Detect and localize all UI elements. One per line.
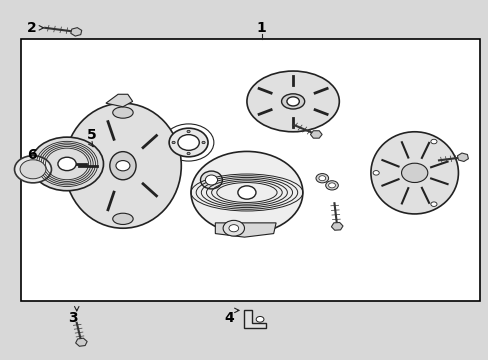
Circle shape (430, 139, 436, 144)
Bar (21, 39, 479, 301)
Circle shape (315, 174, 328, 183)
Circle shape (372, 171, 379, 175)
Circle shape (401, 163, 427, 183)
Circle shape (186, 130, 190, 132)
Circle shape (318, 176, 325, 181)
Circle shape (191, 152, 302, 234)
Text: 5: 5 (86, 129, 96, 142)
Circle shape (286, 97, 299, 106)
Polygon shape (244, 310, 266, 328)
Circle shape (172, 141, 175, 144)
Polygon shape (215, 223, 276, 237)
Circle shape (430, 202, 436, 206)
Ellipse shape (205, 175, 217, 185)
Text: 3: 3 (68, 311, 78, 324)
Circle shape (15, 156, 51, 183)
Ellipse shape (370, 132, 458, 214)
Polygon shape (310, 131, 322, 138)
Circle shape (116, 161, 130, 171)
Text: 6: 6 (27, 148, 36, 162)
Text: 1: 1 (256, 21, 266, 35)
Ellipse shape (246, 71, 339, 132)
Ellipse shape (113, 213, 133, 225)
Text: 2: 2 (27, 21, 36, 35)
Ellipse shape (281, 94, 304, 109)
Polygon shape (456, 153, 468, 162)
Ellipse shape (113, 107, 133, 118)
Ellipse shape (200, 171, 222, 189)
Circle shape (223, 220, 244, 236)
Circle shape (30, 137, 103, 191)
Circle shape (169, 128, 207, 157)
Circle shape (256, 316, 264, 322)
Polygon shape (106, 94, 132, 107)
Circle shape (20, 160, 46, 179)
Ellipse shape (110, 152, 136, 180)
Circle shape (202, 141, 204, 144)
Circle shape (178, 135, 199, 150)
Circle shape (228, 225, 238, 232)
Ellipse shape (64, 103, 181, 228)
Circle shape (58, 157, 76, 171)
Circle shape (237, 186, 255, 199)
Polygon shape (331, 222, 342, 230)
Polygon shape (71, 28, 81, 36)
Circle shape (328, 183, 335, 188)
Polygon shape (76, 338, 87, 346)
Text: 4: 4 (224, 311, 233, 324)
Circle shape (325, 181, 338, 190)
Circle shape (186, 152, 190, 155)
